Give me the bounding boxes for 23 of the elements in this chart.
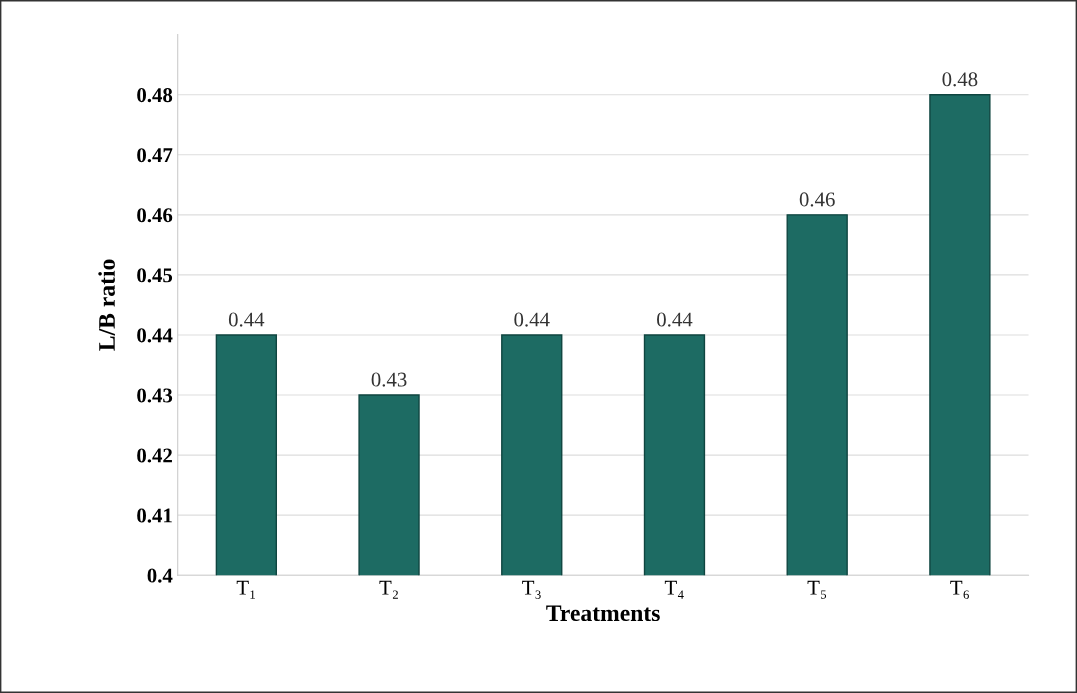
y-tick-label: 0.45 bbox=[137, 268, 173, 283]
y-tick-label: 0.44 bbox=[137, 328, 173, 343]
x-tick-label: T₄ bbox=[664, 580, 684, 599]
x-tick-label: T₁ bbox=[236, 580, 255, 599]
y-axis-title: L/B ratio bbox=[98, 259, 115, 351]
x-tick-label: T₆ bbox=[950, 580, 969, 599]
x-tick-label: T₂ bbox=[379, 580, 398, 599]
y-tick-label: 0.47 bbox=[137, 148, 173, 163]
x-axis-title: Treatments bbox=[546, 605, 660, 622]
x-tick-label: T₅ bbox=[807, 580, 827, 599]
x-tick-label: T₃ bbox=[522, 580, 541, 599]
y-tick-label: 0.43 bbox=[137, 388, 173, 403]
data-label: 0.43 bbox=[371, 372, 407, 387]
y-tick-label: 0.41 bbox=[137, 508, 172, 523]
data-label: 0.44 bbox=[514, 312, 550, 327]
data-label: 0.46 bbox=[799, 192, 835, 207]
data-label: 0.48 bbox=[942, 72, 978, 87]
y-tick-label: 0.48 bbox=[137, 88, 173, 103]
y-tick-label: 0.4 bbox=[147, 568, 173, 583]
data-label: 0.44 bbox=[657, 312, 693, 327]
data-label: 0.44 bbox=[228, 312, 265, 327]
y-tick-label: 0.46 bbox=[137, 208, 173, 223]
y-tick-label: 0.42 bbox=[137, 448, 172, 463]
